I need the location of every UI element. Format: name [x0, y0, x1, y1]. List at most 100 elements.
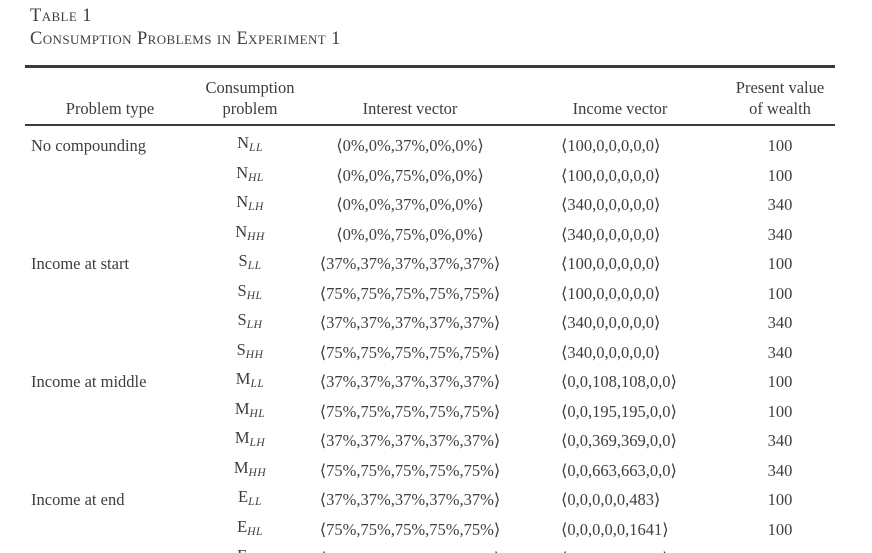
table-row: Income at start SLL ⟨37%,37%,37%,37%,37%… [25, 249, 835, 279]
problem-type-cell [25, 397, 195, 427]
interest-vector-cell: ⟨37%,37%,37%,37%,37%⟩ [319, 431, 501, 450]
consumption-problem-cell: NLH [195, 190, 305, 220]
interest-vector-cell: ⟨37%,37%,37%,37%,37%⟩ [319, 254, 501, 273]
header-line: Present value [735, 78, 825, 97]
income-vector-cell: ⟨0,0,195,195,0,0⟩ [561, 401, 677, 421]
interest-vector-cell: ⟨75%,75%,75%,75%,75%⟩ [319, 519, 501, 539]
interest-vector-cell: ⟨37%,37%,37%,37%,37%⟩ [319, 372, 501, 391]
income-vector-cell: ⟨100,0,0,0,0,0⟩ [561, 254, 661, 273]
table-row: Income at end ELL ⟨37%,37%,37%,37%,37%⟩ … [25, 485, 835, 515]
table-row: ELH ⟨37%,37%,37%,37%,37%⟩ ⟨0,0,0,0,0,164… [25, 544, 835, 553]
income-vector-cell: ⟨0,0,108,108,0,0⟩ [561, 372, 677, 391]
problem-name: N [236, 162, 249, 182]
header-consumption-problem: Consumption problem [195, 67, 305, 126]
problem-type-cell [25, 456, 195, 486]
interest-vector-cell: ⟨37%,37%,37%,37%,37%⟩ [319, 313, 501, 332]
present-value-cell: 100 [767, 165, 793, 185]
problem-type-cell [25, 161, 195, 191]
present-value-cell: 100 [767, 283, 793, 303]
income-vector-cell: ⟨0,0,0,0,0,1641⟩ [561, 519, 669, 539]
problem-name: S [237, 280, 247, 300]
present-value-cell: 100 [767, 401, 793, 421]
problem-name: E [237, 516, 248, 536]
table-row: NHH ⟨0%,0%,75%,0%,0%⟩ ⟨340,0,0,0,0,0⟩ 34… [25, 220, 835, 250]
consumption-problem-cell: SLH [195, 308, 305, 338]
income-vector-cell: ⟨100,0,0,0,0,0⟩ [561, 283, 661, 303]
problem-subscript: LH [248, 201, 264, 213]
consumption-problem-cell: SLL [195, 249, 305, 279]
consumption-problem-cell: NLL [195, 125, 305, 161]
interest-vector-cell: ⟨75%,75%,75%,75%,75%⟩ [319, 283, 501, 303]
consumption-problem-cell: MHL [195, 397, 305, 427]
present-value-cell: 100 [767, 372, 793, 391]
consumption-problem-cell: MHH [195, 456, 305, 486]
problem-type-cell [25, 338, 195, 368]
interest-vector-cell: ⟨75%,75%,75%,75%,75%⟩ [319, 401, 501, 421]
problem-type-cell: Income at start [31, 254, 130, 273]
header-row: Problem type Consumption problem Interes… [25, 67, 835, 126]
table-row: NHL ⟨0%,0%,75%,0%,0%⟩ ⟨100,0,0,0,0,0⟩ 10… [25, 161, 835, 191]
present-value-cell: 100 [767, 519, 793, 539]
problem-name: E [238, 487, 249, 506]
problem-subscript: LL [250, 378, 265, 390]
problem-subscript: LH [246, 319, 263, 331]
consumption-problem-cell: EHL [195, 515, 305, 545]
income-vector-cell: ⟨340,0,0,0,0,0⟩ [561, 195, 661, 214]
problem-name: M [234, 398, 250, 418]
interest-vector-cell: ⟨0%,0%,75%,0%,0%⟩ [336, 224, 484, 244]
header-problem-type: Problem type [25, 67, 195, 126]
table-row: MLH ⟨37%,37%,37%,37%,37%⟩ ⟨0,0,369,369,0… [25, 426, 835, 456]
problem-name: N [237, 133, 250, 152]
present-value-cell: 340 [767, 342, 793, 362]
table-row: NLH ⟨0%,0%,37%,0%,0%⟩ ⟨340,0,0,0,0,0⟩ 34… [25, 190, 835, 220]
header-line: Income vector [572, 99, 668, 118]
income-vector-cell: ⟨100,0,0,0,0,0⟩ [561, 165, 661, 185]
problem-subscript: HL [249, 407, 266, 420]
problem-subscript: HL [246, 289, 263, 302]
consumption-problem-cell: ELH [195, 544, 305, 553]
interest-vector-cell: ⟨75%,75%,75%,75%,75%⟩ [319, 460, 501, 480]
table-title: Consumption Problems in Experiment 1 [30, 29, 341, 49]
header-present-value: Present value of wealth [725, 67, 835, 126]
header-line: Consumption [205, 78, 295, 97]
problem-type-cell: Income at end [31, 490, 125, 509]
problem-type-cell: No compounding [31, 136, 147, 155]
header-line: Interest vector [362, 99, 458, 118]
table-body: No compounding NLL ⟨0%,0%,37%,0%,0%⟩ ⟨10… [25, 125, 835, 553]
present-value-cell: 340 [767, 460, 793, 480]
problem-subscript: LH [249, 437, 266, 449]
table-row: SLH ⟨37%,37%,37%,37%,37%⟩ ⟨340,0,0,0,0,0… [25, 308, 835, 338]
present-value-cell: 340 [767, 195, 793, 214]
table-row: No compounding NLL ⟨0%,0%,37%,0%,0%⟩ ⟨10… [25, 125, 835, 161]
problem-name: S [238, 251, 248, 270]
consumption-problems-table: Problem type Consumption problem Interes… [25, 65, 835, 553]
present-value-cell: 340 [767, 431, 793, 450]
income-vector-cell: ⟨0,0,369,369,0,0⟩ [561, 431, 677, 450]
problem-subscript: HL [248, 171, 264, 184]
problem-name: N [235, 221, 248, 241]
header-line: problem [222, 99, 278, 118]
problem-type-cell [25, 190, 195, 220]
problem-subscript: HH [248, 466, 267, 479]
table-row: EHL ⟨75%,75%,75%,75%,75%⟩ ⟨0,0,0,0,0,164… [25, 515, 835, 545]
income-vector-cell: ⟨0,0,0,0,0,1641⟩ [515, 544, 725, 553]
table-number: Table 1 [30, 6, 92, 26]
header-interest-vector: Interest vector [305, 67, 515, 126]
consumption-problem-cell: SHL [195, 279, 305, 309]
problem-type-cell [25, 426, 195, 456]
problem-type-cell: Income at middle [31, 372, 147, 391]
problem-subscript: HH [247, 230, 265, 243]
interest-vector-cell: ⟨0%,0%,75%,0%,0%⟩ [336, 165, 484, 185]
problem-subscript: LL [247, 260, 262, 272]
present-value-cell: 100 [767, 136, 793, 155]
interest-vector-cell: ⟨0%,0%,37%,0%,0%⟩ [336, 136, 484, 155]
income-vector-cell: ⟨100,0,0,0,0,0⟩ [561, 136, 661, 155]
table-row: SHH ⟨75%,75%,75%,75%,75%⟩ ⟨340,0,0,0,0,0… [25, 338, 835, 368]
table-header: Problem type Consumption problem Interes… [25, 67, 835, 126]
consumption-problem-cell: NHH [195, 220, 305, 250]
problem-type-cell [25, 308, 195, 338]
problem-name: M [234, 428, 250, 447]
problem-subscript: HH [245, 348, 264, 361]
present-value-cell: 100 [767, 490, 793, 509]
